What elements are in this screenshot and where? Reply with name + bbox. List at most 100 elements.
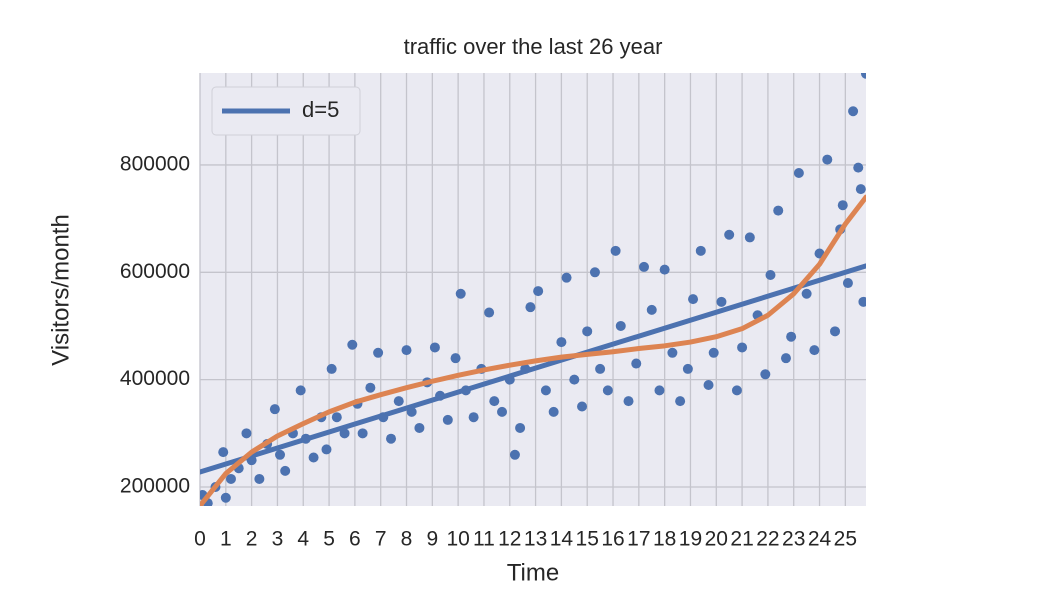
x-tick-label: 21 [730, 528, 753, 551]
y-tick-label: 800000 [120, 152, 190, 175]
point [631, 358, 642, 369]
point [822, 154, 833, 165]
marks [200, 73, 866, 506]
x-tick-label: 14 [550, 528, 574, 551]
y-tick-label: 400000 [120, 367, 190, 390]
x-tick-label: 8 [401, 528, 413, 551]
x-tick-label: 12 [498, 528, 521, 551]
point [793, 167, 804, 178]
point [533, 286, 544, 297]
point [357, 428, 368, 439]
point [765, 269, 776, 280]
x-tick-label: 2 [246, 528, 258, 551]
y-tick-label: 200000 [120, 475, 190, 498]
point [308, 452, 319, 463]
point [708, 347, 719, 358]
point [780, 353, 791, 364]
point [515, 422, 526, 433]
point [858, 296, 866, 307]
point [525, 302, 536, 313]
fit-line [200, 263, 866, 475]
point [569, 374, 580, 385]
point [455, 288, 466, 299]
point [595, 363, 606, 374]
point [830, 326, 841, 337]
x-tick-label: 6 [349, 528, 361, 551]
x-tick-label: 9 [426, 528, 438, 551]
legend: d=5 [211, 86, 361, 136]
x-tick-label: 10 [446, 528, 469, 551]
point [582, 326, 593, 337]
point [615, 320, 626, 331]
point [688, 294, 699, 305]
x-tick-label: 0 [194, 528, 206, 551]
point [848, 106, 859, 117]
point [724, 229, 735, 240]
point [853, 162, 864, 173]
x-tick-label: 3 [272, 528, 284, 551]
point [275, 449, 286, 460]
point [365, 382, 376, 393]
point [295, 385, 306, 396]
point [801, 288, 812, 299]
point [489, 396, 500, 407]
point [695, 245, 706, 256]
x-tick-label: 15 [576, 528, 599, 551]
point [861, 73, 866, 79]
point [556, 337, 567, 348]
point [468, 412, 479, 423]
point [744, 232, 755, 243]
point [386, 433, 397, 444]
point [220, 492, 231, 503]
x-tick-label: 25 [834, 528, 857, 551]
point [269, 404, 280, 415]
point [842, 278, 853, 289]
x-tick-label: 20 [705, 528, 728, 551]
point [623, 396, 634, 407]
point [414, 422, 425, 433]
x-tick-label: 23 [782, 528, 805, 551]
x-axis-label: Time [507, 559, 559, 586]
chart-title: traffic over the last 26 year [404, 34, 663, 59]
y-tick-label: 600000 [120, 260, 190, 283]
x-tick-label: 16 [601, 528, 624, 551]
point [703, 380, 714, 391]
legend-label: d=5 [302, 97, 339, 122]
point [610, 245, 621, 256]
x-tick-label: 18 [653, 528, 676, 551]
point [667, 347, 678, 358]
point [373, 347, 384, 358]
x-tick-label: 5 [323, 528, 335, 551]
point [659, 264, 670, 275]
point [321, 444, 332, 455]
point [331, 412, 342, 423]
fit-line [200, 194, 866, 506]
point [509, 449, 520, 460]
point [731, 385, 742, 396]
point [654, 385, 665, 396]
point [326, 363, 337, 374]
point [548, 406, 559, 417]
point [393, 396, 404, 407]
x-tick-label: 19 [679, 528, 702, 551]
point [254, 473, 265, 484]
point [347, 339, 358, 350]
point [646, 304, 657, 315]
point [241, 428, 252, 439]
point [602, 385, 613, 396]
point [218, 447, 229, 458]
x-tick-label: 7 [375, 528, 387, 551]
x-tick-label: 17 [627, 528, 650, 551]
point [589, 267, 600, 278]
point [561, 272, 572, 283]
point [450, 353, 461, 364]
point [716, 296, 727, 307]
point [786, 331, 797, 342]
point [442, 414, 453, 425]
point [497, 406, 508, 417]
point [339, 428, 350, 439]
x-tick-label: 4 [297, 528, 309, 551]
point [639, 261, 649, 272]
